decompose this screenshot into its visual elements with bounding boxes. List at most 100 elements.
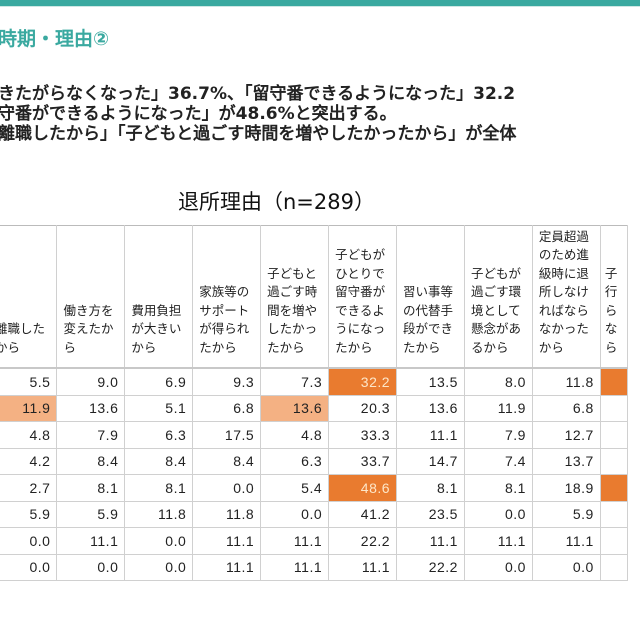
column-header-line: な xyxy=(604,321,618,336)
table-cell xyxy=(599,421,629,449)
column-header-line: 子どもが xyxy=(470,265,521,281)
table-cell: 11.9 xyxy=(0,394,58,422)
body-text-line: きたがらなくなった」36.7%、「留守番できるようになった」32.2 xyxy=(0,84,516,104)
column-header-line: 習い事等 xyxy=(403,284,454,299)
table-cell: 5.9 xyxy=(0,500,58,528)
table-cell: 5.4 xyxy=(260,474,330,502)
table-cell: 5.1 xyxy=(124,394,194,422)
column-header-line: 子 xyxy=(604,265,618,281)
table-cell: 0.0 xyxy=(531,553,601,581)
table-cell: 32.2 xyxy=(328,367,398,396)
table-cell: 8.4 xyxy=(124,447,194,475)
table-cell: 8.1 xyxy=(396,474,465,502)
table-cell: 6.8 xyxy=(531,394,601,422)
table-row: 11.9 13.6 5.1 6.8 13.6 20.3 13.6 11.9 6.8 xyxy=(0,394,629,422)
column-header-line: たから xyxy=(199,339,237,355)
table-cell: 11.9 xyxy=(463,394,533,422)
table-row: 5.5 9.0 6.9 9.3 7.3 32.2 13.5 8.0 11.8 xyxy=(0,367,629,396)
table-cell: 6.9 xyxy=(124,367,194,396)
table-cell: 12.7 xyxy=(531,421,601,449)
table-cell: 13.6 xyxy=(260,394,330,422)
table-cell: 7.3 xyxy=(260,367,330,396)
table-cell: 0.0 xyxy=(124,527,194,555)
table-row: 4.8 7.9 6.3 17.5 4.8 33.3 11.1 7.9 12.7 xyxy=(0,421,629,449)
column-header-line: ればなら xyxy=(538,302,589,318)
column-header: 子行らなら xyxy=(599,225,629,369)
column-header-line: 子どもと xyxy=(267,265,317,281)
table-header-row: 離職した から 働き方を 変えたから費用負担 が大きい から 家族等の サポート が得られ たから… xyxy=(0,225,629,369)
table-cell xyxy=(599,500,629,528)
table-row: 2.7 8.1 8.1 0.0 5.4 48.6 8.1 8.1 18.9 xyxy=(0,474,629,502)
table-cell: 11.1 xyxy=(56,527,126,555)
column-header-line: うになっ xyxy=(335,321,386,336)
table-cell: 4.2 xyxy=(0,447,58,475)
table-cell: 17.5 xyxy=(192,421,262,449)
table-cell: 18.9 xyxy=(531,474,601,502)
column-header-line: から xyxy=(0,339,21,355)
body-text-line: 守番ができるようになった」が48.6%と突出する。 xyxy=(0,104,397,124)
section-title: 時期・理由② xyxy=(0,28,110,50)
column-header-line: たから xyxy=(335,339,373,355)
header-divider xyxy=(0,6,640,7)
table-cell: 11.1 xyxy=(463,527,533,555)
column-header-line: 過ごす環 xyxy=(470,284,522,299)
column-header-line: 変えたか xyxy=(63,321,114,336)
column-header-line: ら xyxy=(63,339,76,355)
column-header-line: したかっ xyxy=(267,321,318,336)
table-cell xyxy=(599,394,629,422)
table-cell: 41.2 xyxy=(328,500,398,528)
table-cell: 20.3 xyxy=(328,394,398,422)
table-cell: 11.1 xyxy=(328,553,398,581)
column-header-line: の代替手 xyxy=(403,302,454,318)
table-cell: 11.1 xyxy=(260,527,330,555)
table-cell: 13.6 xyxy=(396,394,465,422)
table-cell: 7.9 xyxy=(463,421,533,449)
table-cell: 11.1 xyxy=(396,527,465,555)
table-cell: 11.1 xyxy=(531,527,601,555)
column-header-line: が得られ xyxy=(199,321,250,336)
column-header-line: 間を増や xyxy=(267,302,318,318)
column-header: 習い事等 の代替手 段ができ たから xyxy=(396,225,465,369)
column-header-line: 離職した xyxy=(0,321,46,336)
table-cell: 6.3 xyxy=(260,447,330,475)
table-cell: 4.8 xyxy=(260,421,330,449)
column-header: 離職した から xyxy=(0,225,58,369)
column-header-line: から xyxy=(538,339,564,355)
table-cell: 0.0 xyxy=(463,553,533,581)
table-cell: 5.5 xyxy=(0,367,58,396)
table-cell: 0.0 xyxy=(0,527,58,555)
column-header: 定員超過 のため進 級時に退 所しなけ ればなら なかった から xyxy=(531,225,601,369)
table-cell: 7.4 xyxy=(463,447,533,475)
column-header-line: ひとりで xyxy=(335,265,385,281)
table-cell: 11.1 xyxy=(192,553,262,581)
table-cell: 11.8 xyxy=(124,500,194,528)
table-cell xyxy=(599,474,629,502)
column-header-line: できるよ xyxy=(335,302,385,318)
table-cell xyxy=(599,447,629,475)
table-cell: 8.4 xyxy=(192,447,262,475)
table-cell: 8.1 xyxy=(56,474,126,502)
table-cell: 14.7 xyxy=(396,447,465,475)
table-cell: 4.8 xyxy=(0,421,58,449)
column-header: 子どもと 過ごす時 間を増や したかっ たから xyxy=(260,225,330,369)
reasons-table: 離職した から 働き方を 変えたから費用負担 が大きい から 家族等の サポート が得られ たから… xyxy=(0,225,629,581)
table-row: 5.9 5.9 11.8 11.8 0.0 41.2 23.5 0.0 5.9 xyxy=(0,500,629,528)
column-header-line: たから xyxy=(267,339,305,355)
table-cell: 11.1 xyxy=(260,553,330,581)
table-cell: 2.7 xyxy=(0,474,58,502)
column-header: 費用負担 が大きい から xyxy=(124,225,194,369)
table-cell: 7.9 xyxy=(56,421,126,449)
table-cell: 33.3 xyxy=(328,421,398,449)
table-cell: 9.3 xyxy=(192,367,262,396)
table-cell: 23.5 xyxy=(396,500,465,528)
column-header-line: 境として xyxy=(470,302,521,318)
header-bar xyxy=(0,0,640,6)
table-cell: 13.6 xyxy=(56,394,126,422)
column-header-line: ら xyxy=(604,302,618,318)
column-header-line: サポート xyxy=(199,302,250,318)
table-cell: 33.7 xyxy=(328,447,398,475)
column-header-line: 所しなけ xyxy=(538,284,589,299)
column-header-line: 働き方を xyxy=(63,302,114,318)
table-cell: 5.9 xyxy=(531,500,601,528)
column-header: 子どもが ひとりで 留守番が できるよ うになっ たから xyxy=(328,225,398,369)
